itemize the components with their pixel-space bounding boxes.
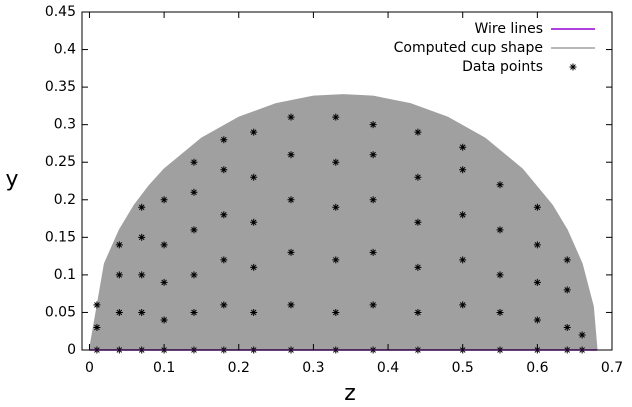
y-tick-label: 0.2	[54, 192, 76, 208]
data-point	[250, 128, 258, 136]
data-point	[459, 301, 467, 309]
data-point	[332, 256, 340, 264]
legend-marker	[569, 63, 577, 71]
data-point	[369, 151, 377, 159]
data-point	[160, 316, 168, 324]
data-point	[496, 308, 504, 316]
data-point	[414, 263, 422, 271]
data-point	[93, 301, 101, 309]
data-point	[250, 173, 258, 181]
data-point	[414, 173, 422, 181]
x-tick-label: 0.4	[377, 360, 399, 376]
y-tick-label: 0.4	[54, 42, 76, 58]
plot-frame	[81, 11, 613, 351]
data-point	[287, 248, 295, 256]
data-point	[115, 241, 123, 249]
data-point	[190, 226, 198, 234]
data-point	[332, 113, 340, 121]
cup-shape	[88, 94, 598, 351]
data-point	[332, 203, 340, 211]
y-tick-label: 0.25	[45, 154, 76, 170]
data-point	[533, 203, 541, 211]
y-tick-label: 0	[67, 342, 76, 358]
data-point	[563, 286, 571, 294]
legend-label: Wire lines	[475, 21, 544, 37]
data-point	[160, 196, 168, 204]
data-point	[287, 301, 295, 309]
data-point	[138, 233, 146, 241]
data-point	[563, 323, 571, 331]
data-point	[496, 181, 504, 189]
data-point	[220, 301, 228, 309]
x-axis-label: z	[344, 381, 356, 406]
data-point	[250, 218, 258, 226]
data-point	[496, 226, 504, 234]
data-point	[578, 331, 586, 339]
data-point	[287, 113, 295, 121]
data-point	[332, 158, 340, 166]
legend-label: Data points	[462, 59, 543, 75]
data-point	[563, 256, 571, 264]
data-point	[459, 166, 467, 174]
y-tick-label: 0.1	[54, 267, 76, 283]
data-point	[369, 301, 377, 309]
data-point	[220, 136, 228, 144]
data-point	[250, 308, 258, 316]
data-point	[533, 316, 541, 324]
y-tick-label: 0.45	[45, 4, 76, 20]
data-point	[459, 211, 467, 219]
data-point	[250, 263, 258, 271]
data-point	[138, 308, 146, 316]
data-point	[369, 248, 377, 256]
legend-label: Computed cup shape	[394, 40, 543, 56]
data-point	[190, 271, 198, 279]
data-point	[332, 308, 340, 316]
y-tick-label: 0.3	[54, 117, 76, 133]
data-point	[369, 196, 377, 204]
data-point	[369, 121, 377, 129]
data-point	[190, 308, 198, 316]
y-tick-label: 0.35	[45, 79, 76, 95]
x-tick-label: 0.1	[153, 360, 175, 376]
data-point	[533, 241, 541, 249]
data-point	[115, 271, 123, 279]
data-point	[414, 218, 422, 226]
y-tick-label: 0.15	[45, 229, 76, 245]
data-point	[287, 196, 295, 204]
data-point	[287, 151, 295, 159]
x-tick-label: 0.3	[302, 360, 324, 376]
data-point	[190, 158, 198, 166]
data-point	[459, 256, 467, 264]
x-tick-label: 0.6	[526, 360, 548, 376]
data-point	[93, 323, 101, 331]
data-point	[160, 241, 168, 249]
y-tick-label: 0.05	[45, 304, 76, 320]
data-point	[414, 308, 422, 316]
data-point	[190, 188, 198, 196]
data-point	[414, 128, 422, 136]
data-point	[115, 308, 123, 316]
data-point	[138, 203, 146, 211]
data-point	[220, 211, 228, 219]
data-point	[160, 278, 168, 286]
data-point	[496, 271, 504, 279]
data-point	[533, 278, 541, 286]
x-tick-label: 0.5	[452, 360, 474, 376]
data-point	[220, 166, 228, 174]
x-tick-label: 0.7	[601, 360, 623, 376]
data-point	[220, 256, 228, 264]
data-point	[138, 271, 146, 279]
y-axis-label: y	[5, 167, 18, 192]
data-point	[459, 143, 467, 151]
x-tick-label: 0	[85, 360, 94, 376]
x-tick-label: 0.2	[228, 360, 250, 376]
